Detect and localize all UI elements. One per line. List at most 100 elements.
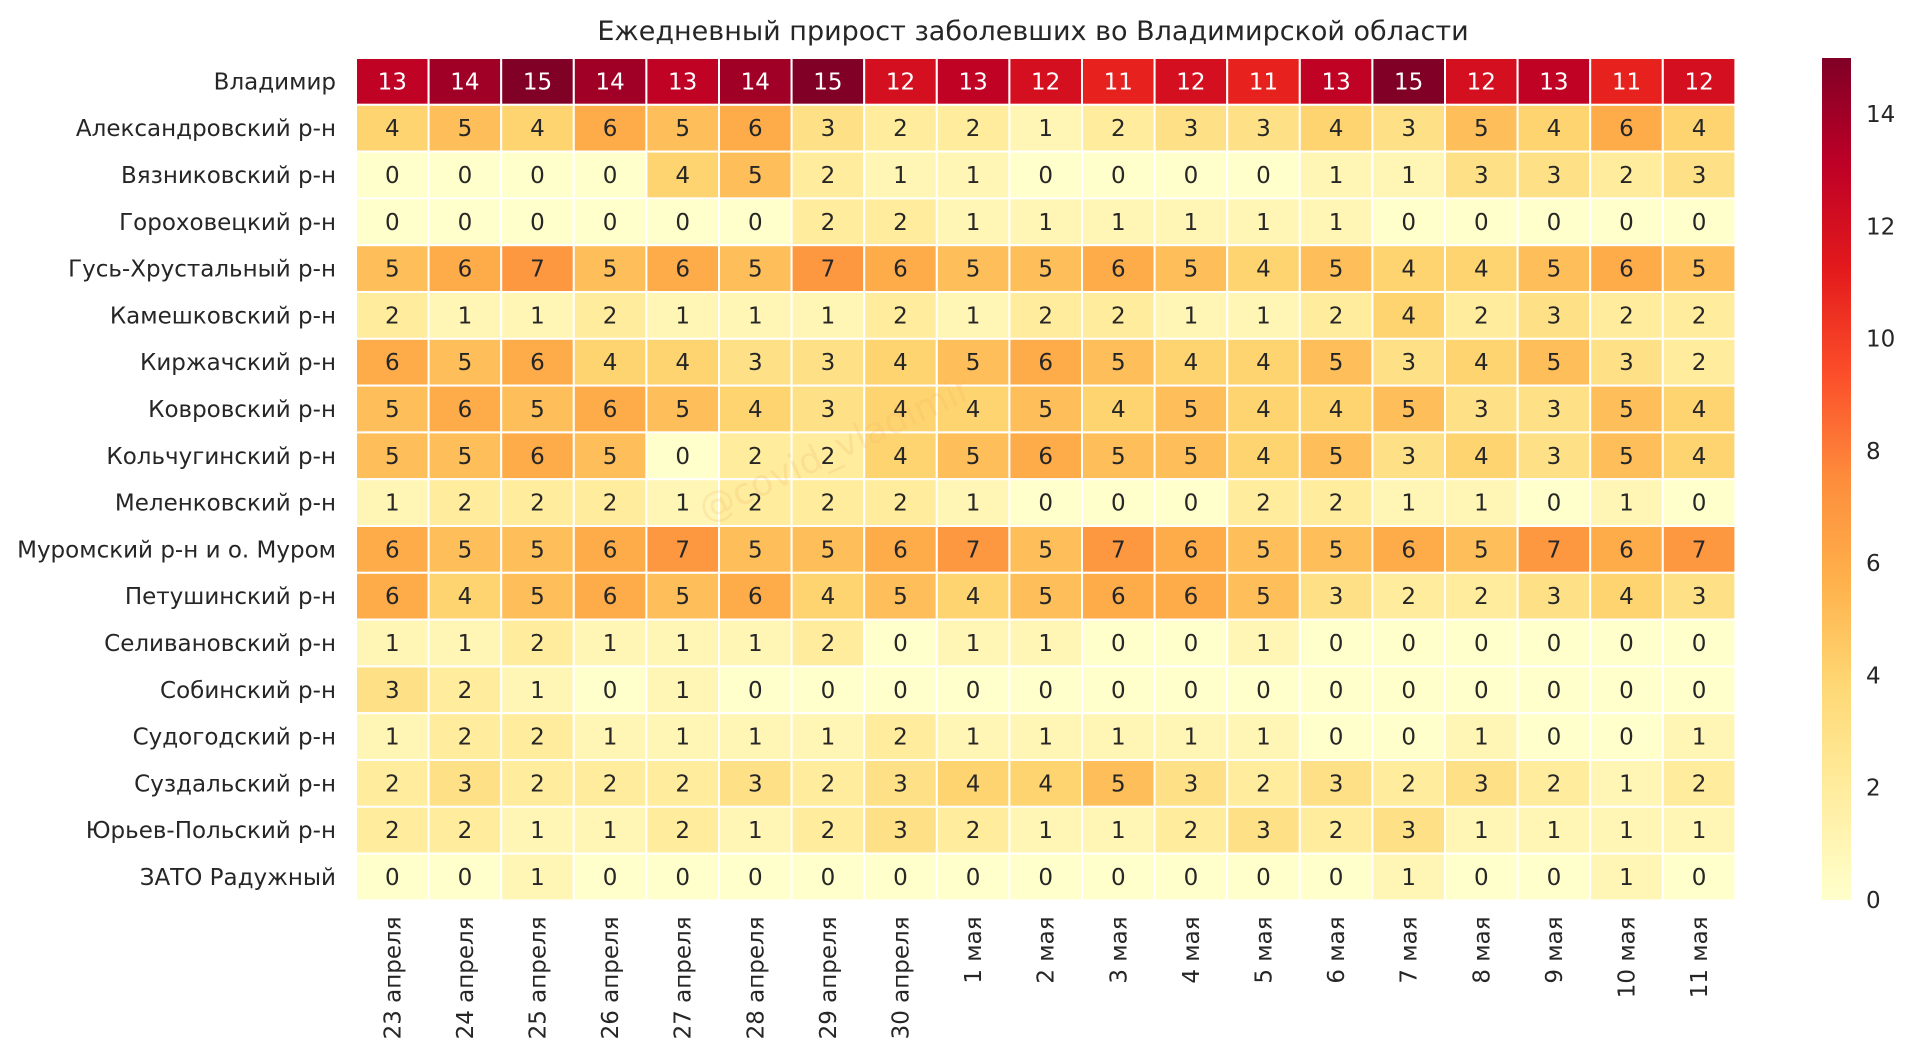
cell-value: 6	[1401, 537, 1416, 563]
cell-value: 5	[748, 257, 763, 283]
heatmap-cell	[1589, 759, 1664, 808]
heatmap-cell	[1371, 431, 1447, 481]
cell-value: 3	[1547, 163, 1562, 189]
column-label: 24 апреля	[453, 916, 479, 1039]
column-label: 2 мая	[1034, 916, 1060, 983]
heatmap-cell	[355, 384, 430, 434]
colorbar-tick-label: 10	[1866, 327, 1895, 353]
cell-value: 3	[1619, 350, 1634, 376]
cell-value: 5	[1329, 444, 1344, 470]
heatmap-cell	[1516, 384, 1592, 434]
row-label: Юрьев-Польский р-н	[86, 818, 336, 844]
heatmap-cell	[1226, 150, 1301, 200]
heatmap-cell	[863, 337, 938, 387]
heatmap-cell	[1516, 103, 1592, 153]
cell-value: 2	[1692, 771, 1707, 797]
cell-value: 1	[748, 818, 763, 844]
column-label: 11 мая	[1687, 916, 1713, 998]
cell-value: 0	[1401, 678, 1416, 704]
cell-value: 0	[1184, 491, 1199, 517]
cell-value: 5	[1038, 584, 1053, 610]
heatmap-cell	[1226, 618, 1301, 668]
cell-value: 4	[1256, 257, 1271, 283]
cell-value: 6	[603, 584, 618, 610]
cell-value: 0	[821, 865, 836, 891]
cell-value: 3	[1474, 771, 1489, 797]
cell-value: 0	[1401, 631, 1416, 657]
heatmap-cell	[572, 197, 648, 247]
cell-value: 0	[1619, 725, 1634, 751]
cell-value: 1	[675, 631, 690, 657]
colorbar-tick-label: 2	[1866, 776, 1881, 802]
heatmap-cell	[1081, 852, 1156, 902]
heatmap-cell	[935, 337, 1011, 387]
heatmap-cell	[1516, 197, 1592, 247]
heatmap-cell	[1081, 478, 1156, 528]
cell-value: 5	[385, 444, 400, 470]
heatmap-cell	[863, 291, 938, 340]
cell-value: 0	[748, 865, 763, 891]
cell-value: 1	[1474, 491, 1489, 517]
cell-value: 2	[385, 771, 400, 797]
cell-value: 2	[1111, 116, 1126, 142]
cell-value: 4	[1184, 350, 1199, 376]
cell-value: 2	[1401, 771, 1416, 797]
heatmap-cell	[1153, 244, 1229, 293]
cell-value: 5	[458, 537, 473, 563]
cell-value: 6	[603, 116, 618, 142]
cell-value: 1	[1256, 725, 1271, 751]
cell-value: 1	[1038, 818, 1053, 844]
cell-value: 4	[1619, 584, 1634, 610]
cell-value: 6	[1184, 584, 1199, 610]
cell-value: 4	[530, 116, 545, 142]
column-label: 7 мая	[1397, 916, 1423, 983]
cell-value: 3	[1401, 350, 1416, 376]
cell-value: 3	[821, 350, 836, 376]
cell-value: 5	[385, 397, 400, 423]
cell-value: 4	[675, 163, 690, 189]
heatmap-cell	[1589, 852, 1664, 902]
cell-value: 0	[603, 210, 618, 236]
cell-value: 1	[1329, 210, 1344, 236]
cell-value: 1	[966, 631, 981, 657]
cell-value: 0	[458, 865, 473, 891]
heatmap-cell	[427, 478, 503, 528]
heatmap-cell	[572, 712, 648, 762]
cell-value: 2	[675, 818, 690, 844]
row-label: Камешковский р-н	[110, 303, 336, 329]
cell-value: 1	[1184, 725, 1199, 751]
cell-value: 1	[821, 303, 836, 329]
cell-value: 4	[385, 116, 400, 142]
cell-value: 0	[1692, 865, 1707, 891]
column-labels: 23 апреля 24 апреля 25 апреля 26 апреля 27 а…	[380, 916, 1713, 1039]
heatmap-cell	[790, 291, 866, 340]
cell-value: 12	[886, 69, 915, 95]
cell-value: 2	[385, 303, 400, 329]
cell-value: 2	[966, 116, 981, 142]
cell-value: 0	[1474, 210, 1489, 236]
cell-value: 1	[1692, 725, 1707, 751]
column-label: 29 апреля	[816, 916, 842, 1039]
cell-value: 5	[1329, 257, 1344, 283]
heatmap-cell	[355, 57, 430, 106]
heatmap-cell	[1153, 57, 1229, 106]
column-label: 23 апреля	[380, 916, 406, 1039]
cell-value: 1	[1619, 771, 1634, 797]
heatmap-cell	[863, 103, 938, 153]
cell-value: 5	[1038, 537, 1053, 563]
cell-value: 1	[821, 725, 836, 751]
cell-value: 1	[966, 725, 981, 751]
heatmap-cell	[790, 337, 866, 387]
heatmap-cell	[1371, 618, 1447, 668]
cell-value: 13	[1539, 69, 1568, 95]
colorbar-tick-label: 4	[1866, 663, 1881, 689]
heatmap-cell	[1661, 805, 1737, 855]
cell-value: 4	[675, 350, 690, 376]
cell-value: 1	[748, 303, 763, 329]
heatmap-cell	[718, 337, 793, 387]
cell-value: 5	[1547, 350, 1562, 376]
cell-value: 2	[1401, 584, 1416, 610]
cell-value: 5	[748, 537, 763, 563]
cell-value: 0	[1329, 631, 1344, 657]
cell-value: 4	[1474, 257, 1489, 283]
